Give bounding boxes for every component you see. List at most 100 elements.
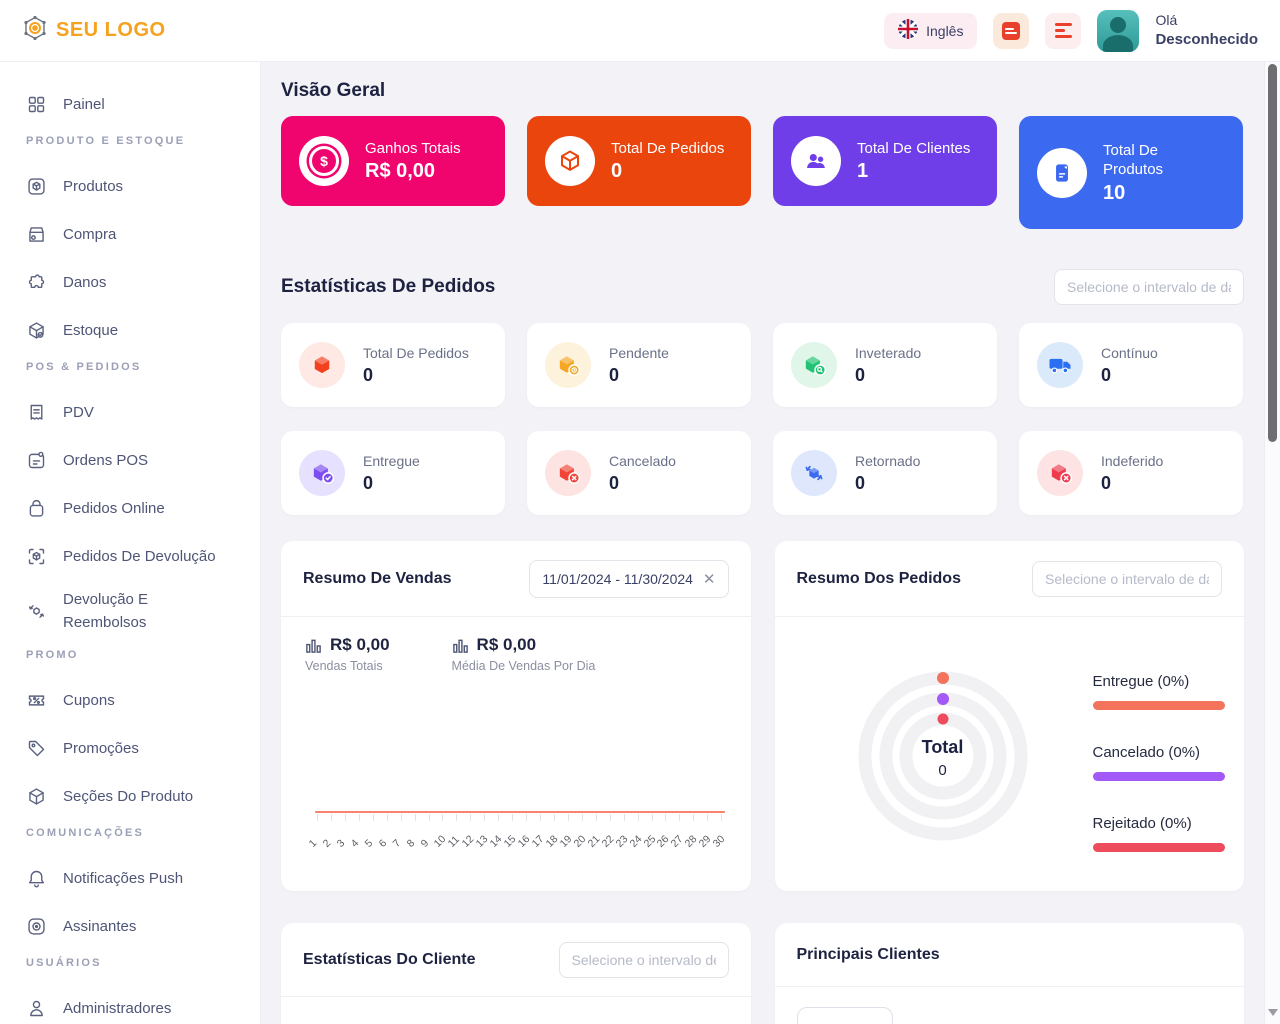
sales-x-labels: 1 2 3 4 5 6 7 8 9 10 11 12 13 14 15 16 17 18 19 20 21 22 23 24 2… xyxy=(306,833,728,850)
sales-summary-panel: Resumo De Vendas 11/01/2024 - 11/30/2024… xyxy=(281,541,751,891)
sales-average-stat: R$ 0,00 Média De Vendas Por Dia xyxy=(451,635,596,673)
puzzle-icon xyxy=(28,273,45,288)
sidebar-item-pedidos-online[interactable]: Pedidos Online xyxy=(0,484,260,532)
orders-legend: Entregue (0%) Cancelado (0%) Rejeitado (… xyxy=(1092,617,1225,889)
customer-stats-date-range-input[interactable] xyxy=(558,941,729,978)
top-customers-panel: Principais Clientes xyxy=(774,923,1244,1024)
shopping-bag-icon xyxy=(29,499,44,517)
money-icon: $ xyxy=(299,136,349,186)
user-avatar[interactable] xyxy=(1097,9,1140,52)
receipt-icon xyxy=(30,404,43,420)
top-customers-title: Principais Clientes xyxy=(796,945,940,963)
sidebar-item-produtos[interactable]: Produtos xyxy=(0,162,260,210)
donut-dot-rejeitado xyxy=(937,713,948,725)
orders-donut-chart: Total 0 xyxy=(793,617,1093,889)
sidebar-item-promocoes[interactable]: Promoções xyxy=(0,724,260,772)
total-pedidos-value: 0 xyxy=(611,160,623,183)
tag-icon xyxy=(28,740,45,756)
product-box-icon xyxy=(28,177,45,195)
sidebar-section-pos-pedidos: POS & PEDIDOS xyxy=(26,361,142,373)
sidebar-item-notificacoes-push[interactable]: Notificações Push xyxy=(0,854,260,902)
pos-order-icon xyxy=(28,451,45,468)
subscriber-icon xyxy=(28,917,45,935)
overview-cards: $ Ganhos Totais R$ 0,00 Total De Pedidos… xyxy=(281,116,1244,229)
products-doc-icon xyxy=(1037,147,1087,198)
card-total-de-pedidos: Total De Pedidos 0 xyxy=(527,116,751,206)
orders-summary-date-range-input[interactable] xyxy=(1032,560,1222,597)
card-total-de-clientes: Total De Clientes 1 xyxy=(773,116,997,206)
dashboard-icon xyxy=(28,96,45,112)
sales-x-ticks xyxy=(317,814,723,821)
card-total-de-produtos: Total De Produtos 10 xyxy=(1019,116,1243,229)
sidebar-item-administradores[interactable]: Administradores xyxy=(0,984,260,1024)
legend-bar-rejeitado xyxy=(1092,843,1225,852)
cube-icon xyxy=(29,787,44,805)
pos-button[interactable] xyxy=(993,12,1030,49)
sidebar-item-pedidos-de-devolucao[interactable]: Pedidos De Devolução xyxy=(0,532,260,580)
stat-continuo: Contínuo 0 xyxy=(1019,323,1243,407)
logo-icon xyxy=(22,15,48,46)
uk-flag-icon xyxy=(898,19,919,42)
clear-date-icon[interactable]: ✕ xyxy=(702,570,716,588)
coupon-icon xyxy=(28,694,45,706)
refund-cycle-icon xyxy=(28,604,45,618)
donut-dot-cancelado xyxy=(936,693,949,705)
sidebar-item-cupons[interactable]: Cupons xyxy=(0,676,260,724)
sidebar-item-estoque[interactable]: Estoque xyxy=(0,306,260,354)
sidebar-item-danos[interactable]: Danos xyxy=(0,258,260,306)
sidebar-item-compra[interactable]: Compra xyxy=(0,210,260,258)
order-stats-title: Estatísticas De Pedidos xyxy=(281,276,496,297)
legend-cancelado: Cancelado (0%) xyxy=(1092,744,1225,781)
activity-log-button[interactable] xyxy=(1045,12,1082,49)
sidebar-section-promo: PROMO xyxy=(26,649,79,661)
logo-text: SEU LOGO xyxy=(56,19,166,41)
vertical-scrollbar[interactable] xyxy=(1264,62,1280,1024)
greeting-hello: Olá xyxy=(1155,11,1178,28)
stat-entregue: Entregue 0 xyxy=(281,431,505,515)
cube-clock-icon xyxy=(545,342,591,388)
sidebar-item-secoes-do-produto[interactable]: Seções Do Produto xyxy=(0,772,260,820)
stock-cube-icon xyxy=(29,321,44,339)
top-customers-tab[interactable] xyxy=(796,1007,893,1024)
pos-terminal-icon xyxy=(1002,21,1021,40)
customers-icon xyxy=(791,136,841,186)
sales-total-stat: R$ 0,00 Vendas Totais xyxy=(305,635,390,673)
stat-inveterado: Inveterado 0 xyxy=(773,323,997,407)
legend-bar-cancelado xyxy=(1092,772,1225,781)
bar-chart-icon xyxy=(306,639,321,653)
orders-cube-icon xyxy=(545,136,595,186)
orders-summary-panel: Resumo Dos Pedidos Total 0 xyxy=(774,541,1244,891)
stat-pendente: Pendente 0 xyxy=(527,323,751,407)
legend-entregue: Entregue (0%) xyxy=(1092,673,1225,710)
app-logo[interactable]: SEU LOGO xyxy=(22,15,166,46)
main-content: Visão Geral $ Ganhos Totais R$ 0,00 Tota… xyxy=(261,62,1264,1024)
order-stats-date-range-input[interactable] xyxy=(1054,269,1244,305)
cube-x-icon xyxy=(545,450,591,496)
sidebar-item-pdv[interactable]: PDV xyxy=(0,388,260,436)
bar-chart-icon xyxy=(452,639,468,653)
ganhos-totais-value: R$ 0,00 xyxy=(365,160,436,183)
user-greeting: Olá Desconhecido xyxy=(1155,11,1258,50)
sidebar-section-usuarios: USUÁRIOS xyxy=(26,957,102,969)
donut-center: Total 0 xyxy=(921,737,964,779)
sidebar-item-ordens-pos[interactable]: Ordens POS xyxy=(0,436,260,484)
scrollbar-down-arrow[interactable] xyxy=(1268,1009,1278,1016)
card-ganhos-totais: $ Ganhos Totais R$ 0,00 xyxy=(281,116,505,206)
sidebar-item-devolucao-e-reembolsos[interactable]: Devolução E Reembolsos xyxy=(0,580,260,642)
sales-summary-title: Resumo De Vendas xyxy=(303,569,452,587)
stat-cancelado: Cancelado 0 xyxy=(527,431,751,515)
sales-date-range[interactable]: 11/01/2024 - 11/30/2024 ✕ xyxy=(529,559,729,598)
stat-retornado: Retornado 0 xyxy=(773,431,997,515)
sidebar-item-painel[interactable]: Painel xyxy=(0,80,260,128)
language-button[interactable]: Inglês xyxy=(884,12,978,49)
customer-stats-title: Estatísticas Do Cliente xyxy=(303,950,476,968)
sidebar-item-assinantes[interactable]: Assinantes xyxy=(0,902,260,950)
cube-search-icon xyxy=(791,342,837,388)
total-produtos-value: 10 xyxy=(1103,181,1126,204)
truck-icon xyxy=(1037,342,1083,388)
bell-icon xyxy=(28,870,45,887)
cube-red-icon xyxy=(299,342,345,388)
language-label: Inglês xyxy=(926,22,964,39)
scrollbar-thumb[interactable] xyxy=(1268,64,1277,442)
customer-stats-panel: Estatísticas Do Cliente xyxy=(281,923,751,1024)
